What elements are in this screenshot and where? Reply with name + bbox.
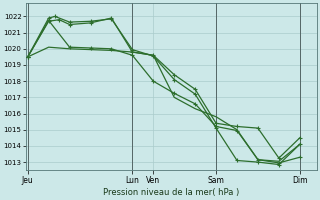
X-axis label: Pression niveau de la mer( hPa ): Pression niveau de la mer( hPa )	[103, 188, 239, 197]
